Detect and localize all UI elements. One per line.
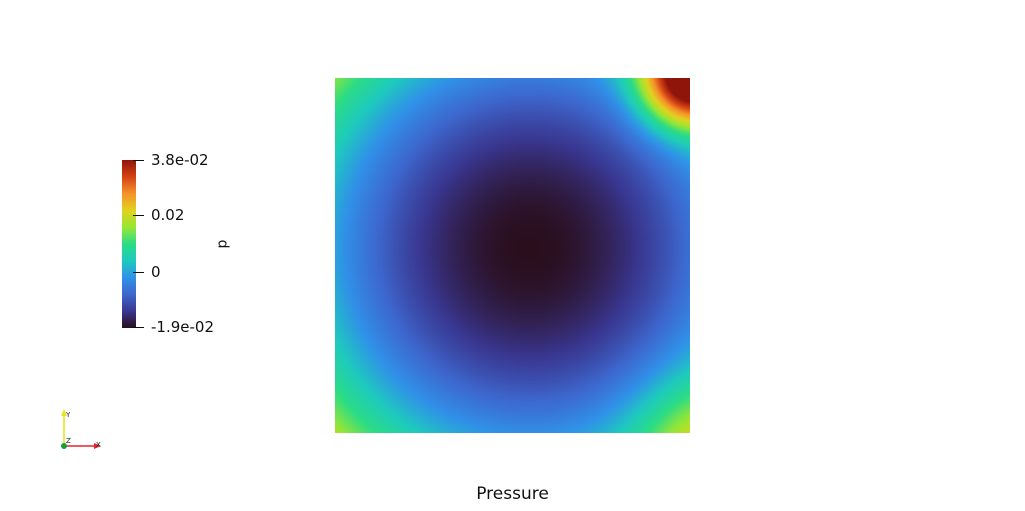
- color-legend-label-mid-high: 0.02: [151, 206, 185, 224]
- orientation-axes-widget: Y X Z: [61, 409, 101, 449]
- color-legend-label-max: 3.8e-02: [151, 151, 209, 169]
- color-legend-tick-mid-high: [133, 215, 144, 216]
- z-axis-marker: [61, 443, 67, 449]
- color-legend-tick-zero: [133, 272, 144, 273]
- x-axis-arrowhead: [94, 443, 101, 449]
- color-legend-title: p: [214, 239, 231, 249]
- z-axis-label: Z: [66, 437, 71, 445]
- color-legend-tick-min: [133, 327, 144, 328]
- color-legend-bar: [122, 160, 136, 328]
- pressure-field-plot[interactable]: [335, 78, 690, 433]
- color-legend-tick-max: [133, 160, 144, 161]
- color-legend-label-min: -1.9e-02: [151, 318, 214, 336]
- y-axis-arrowhead: [61, 409, 67, 416]
- x-axis-label: X: [96, 441, 101, 449]
- color-legend-gradient: [122, 160, 136, 328]
- color-legend-label-zero: 0: [151, 263, 161, 281]
- y-axis-label: Y: [65, 411, 71, 419]
- plot-title: Pressure: [476, 484, 549, 504]
- pressure-field-canvas[interactable]: [335, 78, 690, 433]
